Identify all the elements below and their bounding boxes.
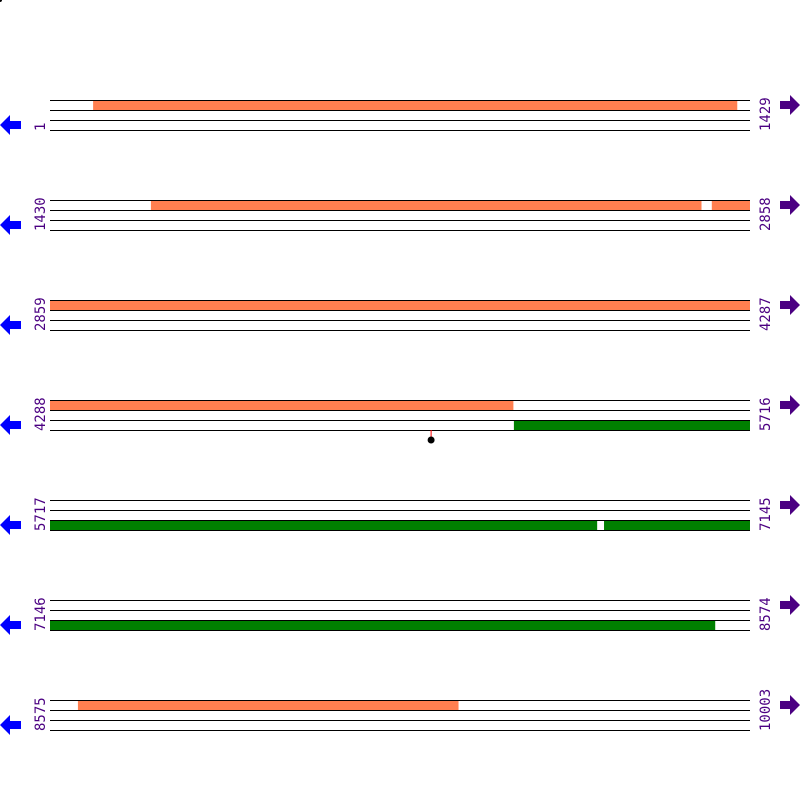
- sequence-row: 8575 10003: [0, 689, 800, 735]
- arrow-left-icon: [0, 115, 21, 135]
- row-end-label: 7145: [758, 497, 774, 531]
- arrow-left-icon: [0, 315, 21, 335]
- arrow-left-icon: [0, 715, 21, 735]
- row-end-label: 1429: [758, 97, 774, 131]
- forward-feature-bar[interactable]: [150, 200, 702, 210]
- arrow-left-icon: [0, 615, 21, 635]
- row-end-label: 8574: [758, 597, 774, 631]
- sequence-row: 1430 2858: [0, 195, 800, 235]
- row-end-label: 4287: [758, 297, 774, 331]
- sequence-row: 1 1429: [0, 95, 800, 135]
- reverse-feature-bar[interactable]: [50, 520, 598, 530]
- row-end-label: 10003: [758, 689, 774, 731]
- arrow-right-icon: [780, 495, 800, 515]
- sequence-row: 4288 5716: [0, 395, 800, 444]
- forward-feature-bar[interactable]: [77, 700, 459, 710]
- forward-feature-bar[interactable]: [93, 100, 738, 110]
- arrow-left-icon: [0, 415, 21, 435]
- forward-feature-bar[interactable]: [711, 200, 750, 210]
- arrow-right-icon: [780, 695, 800, 715]
- sequence-row: 5717 7145: [0, 495, 800, 535]
- arrow-right-icon: [780, 295, 800, 315]
- site-marker-dot[interactable]: [427, 436, 435, 444]
- sequence-row: 7146 8574: [0, 595, 800, 635]
- row-start-label: 1430: [33, 197, 49, 231]
- sequence-row: 2859 4287: [0, 295, 800, 335]
- row-start-label: 7146: [33, 597, 49, 631]
- arrow-right-icon: [780, 195, 800, 215]
- row-end-label: 5716: [758, 397, 774, 431]
- corner-dot: [0, 0, 2, 2]
- arrow-right-icon: [780, 595, 800, 615]
- reverse-feature-bar[interactable]: [604, 520, 750, 530]
- forward-feature-bar[interactable]: [50, 300, 750, 310]
- row-start-label: 5717: [33, 497, 49, 531]
- arrow-left-icon: [0, 215, 21, 235]
- arrow-right-icon: [780, 95, 800, 115]
- reverse-feature-bar[interactable]: [50, 620, 716, 630]
- row-end-label: 2858: [758, 197, 774, 231]
- forward-feature-bar[interactable]: [50, 400, 514, 410]
- arrow-left-icon: [0, 515, 21, 535]
- arrow-right-icon: [780, 395, 800, 415]
- row-start-label: 4288: [33, 397, 49, 431]
- reverse-feature-bar[interactable]: [513, 420, 750, 430]
- row-start-label: 2859: [33, 297, 49, 331]
- row-start-label: 8575: [33, 697, 49, 731]
- row-start-label: 1: [33, 123, 49, 131]
